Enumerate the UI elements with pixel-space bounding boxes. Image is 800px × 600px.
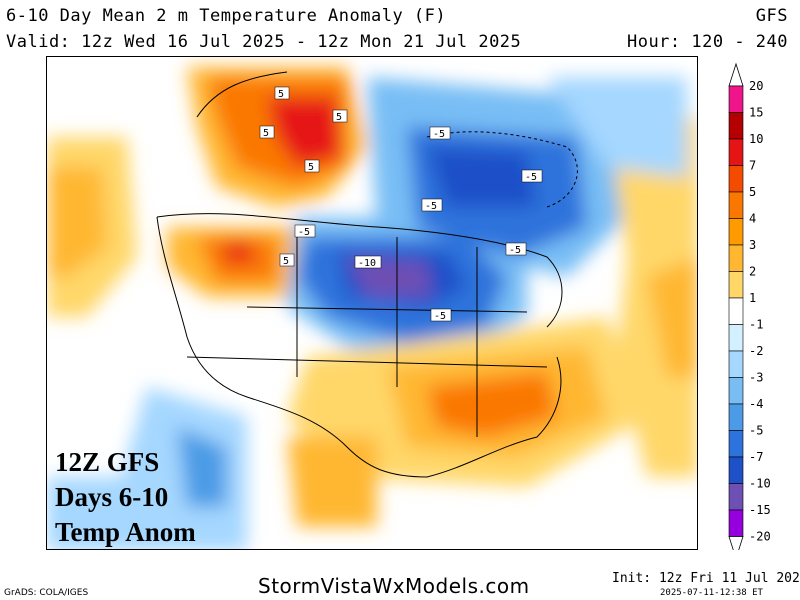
legend-label: -20 — [749, 530, 771, 544]
anomaly-shading — [47, 67, 697, 549]
map-boundaries — [156, 71, 578, 478]
legend-label: -2 — [749, 344, 763, 358]
anomaly-map-graphic: -5 -5 -5 -5 -5 -10 -5 5 5 5 5 5 — [47, 57, 697, 549]
legend-label: 20 — [749, 79, 763, 93]
legend-arrow-bottom — [728, 536, 744, 560]
svg-text:5: 5 — [336, 112, 342, 123]
generation-timestamp: 2025-07-11-12:38 ET — [660, 588, 763, 598]
legend-label: -3 — [749, 371, 763, 385]
svg-text:-5: -5 — [433, 129, 445, 140]
legend-swatch — [728, 244, 744, 272]
legend-swatch — [728, 165, 744, 193]
svg-text:-5: -5 — [425, 201, 437, 212]
overlay-line-2: Days 6-10 — [55, 482, 169, 512]
init-time: Init: 12z Fri 11 Jul 2025 — [612, 571, 800, 586]
legend-label: 10 — [749, 132, 763, 146]
legend-swatch — [728, 403, 744, 431]
svg-text:-5: -5 — [434, 311, 446, 322]
legend-label: -4 — [749, 397, 763, 411]
legend-label: 1 — [749, 291, 756, 305]
website-credit: StormVistaWxModels.com — [258, 574, 530, 598]
legend-swatch — [728, 297, 744, 325]
legend-label: 3 — [749, 238, 756, 252]
svg-text:5: 5 — [308, 162, 314, 173]
overlay-line-3: Temp Anom — [55, 517, 196, 547]
valid-period: Valid: 12z Wed 16 Jul 2025 - 12z Mon 21 … — [6, 32, 522, 52]
legend-swatch — [728, 509, 744, 537]
legend-label: 2 — [749, 265, 756, 279]
legend-swatch — [728, 456, 744, 484]
svg-text:5: 5 — [278, 89, 284, 100]
legend-swatch — [728, 483, 744, 511]
legend-label: -10 — [749, 477, 771, 491]
legend-label: 5 — [749, 185, 756, 199]
model-name: GFS — [755, 6, 788, 26]
legend-swatch — [728, 324, 744, 352]
legend-label: 15 — [749, 106, 763, 120]
svg-text:-10: -10 — [358, 258, 376, 269]
legend-swatch — [728, 430, 744, 458]
legend-swatch — [728, 218, 744, 246]
color-legend: 20 15 10 7 5 4 3 2 1 -1 -2 -3 -4 -5 -7 -10 -15 -20 — [727, 60, 797, 560]
legend-label: 4 — [749, 212, 756, 226]
overlay-line-1: 12Z GFS — [55, 447, 160, 477]
legend-swatch — [728, 377, 744, 405]
svg-text:-5: -5 — [525, 172, 537, 183]
model-overlay-label: 12Z GFS Days 6-10 Temp Anom — [55, 445, 196, 549]
legend-swatch — [728, 271, 744, 299]
color-legend-graphic: 20 15 10 7 5 4 3 2 1 -1 -2 -3 -4 -5 -7 -10 -15 -20 — [728, 62, 771, 560]
legend-arrow-top — [728, 62, 744, 87]
legend-swatch — [728, 112, 744, 140]
legend-label: -7 — [749, 450, 763, 464]
forecast-hours: Hour: 120 - 240 — [626, 32, 788, 52]
svg-text:-5: -5 — [509, 245, 521, 256]
svg-text:5: 5 — [263, 128, 269, 139]
legend-swatch — [728, 85, 744, 113]
legend-swatch — [728, 138, 744, 166]
anomaly-map: -5 -5 -5 -5 -5 -10 -5 5 5 5 5 5 12Z GFS … — [46, 56, 698, 550]
legend-label: -1 — [749, 318, 763, 332]
svg-text:5: 5 — [283, 256, 289, 267]
legend-label: -5 — [749, 424, 763, 438]
svg-text:-5: -5 — [298, 227, 310, 238]
map-title: 6-10 Day Mean 2 m Temperature Anomaly (F… — [6, 6, 447, 26]
legend-swatch — [728, 350, 744, 378]
legend-label: 7 — [749, 159, 756, 173]
legend-label: -15 — [749, 503, 771, 517]
grads-credit: GrADS: COLA/IGES — [4, 588, 89, 598]
legend-swatch — [728, 191, 744, 219]
contour-labels: -5 -5 -5 -5 -5 -10 -5 5 5 5 5 5 — [259, 86, 543, 322]
